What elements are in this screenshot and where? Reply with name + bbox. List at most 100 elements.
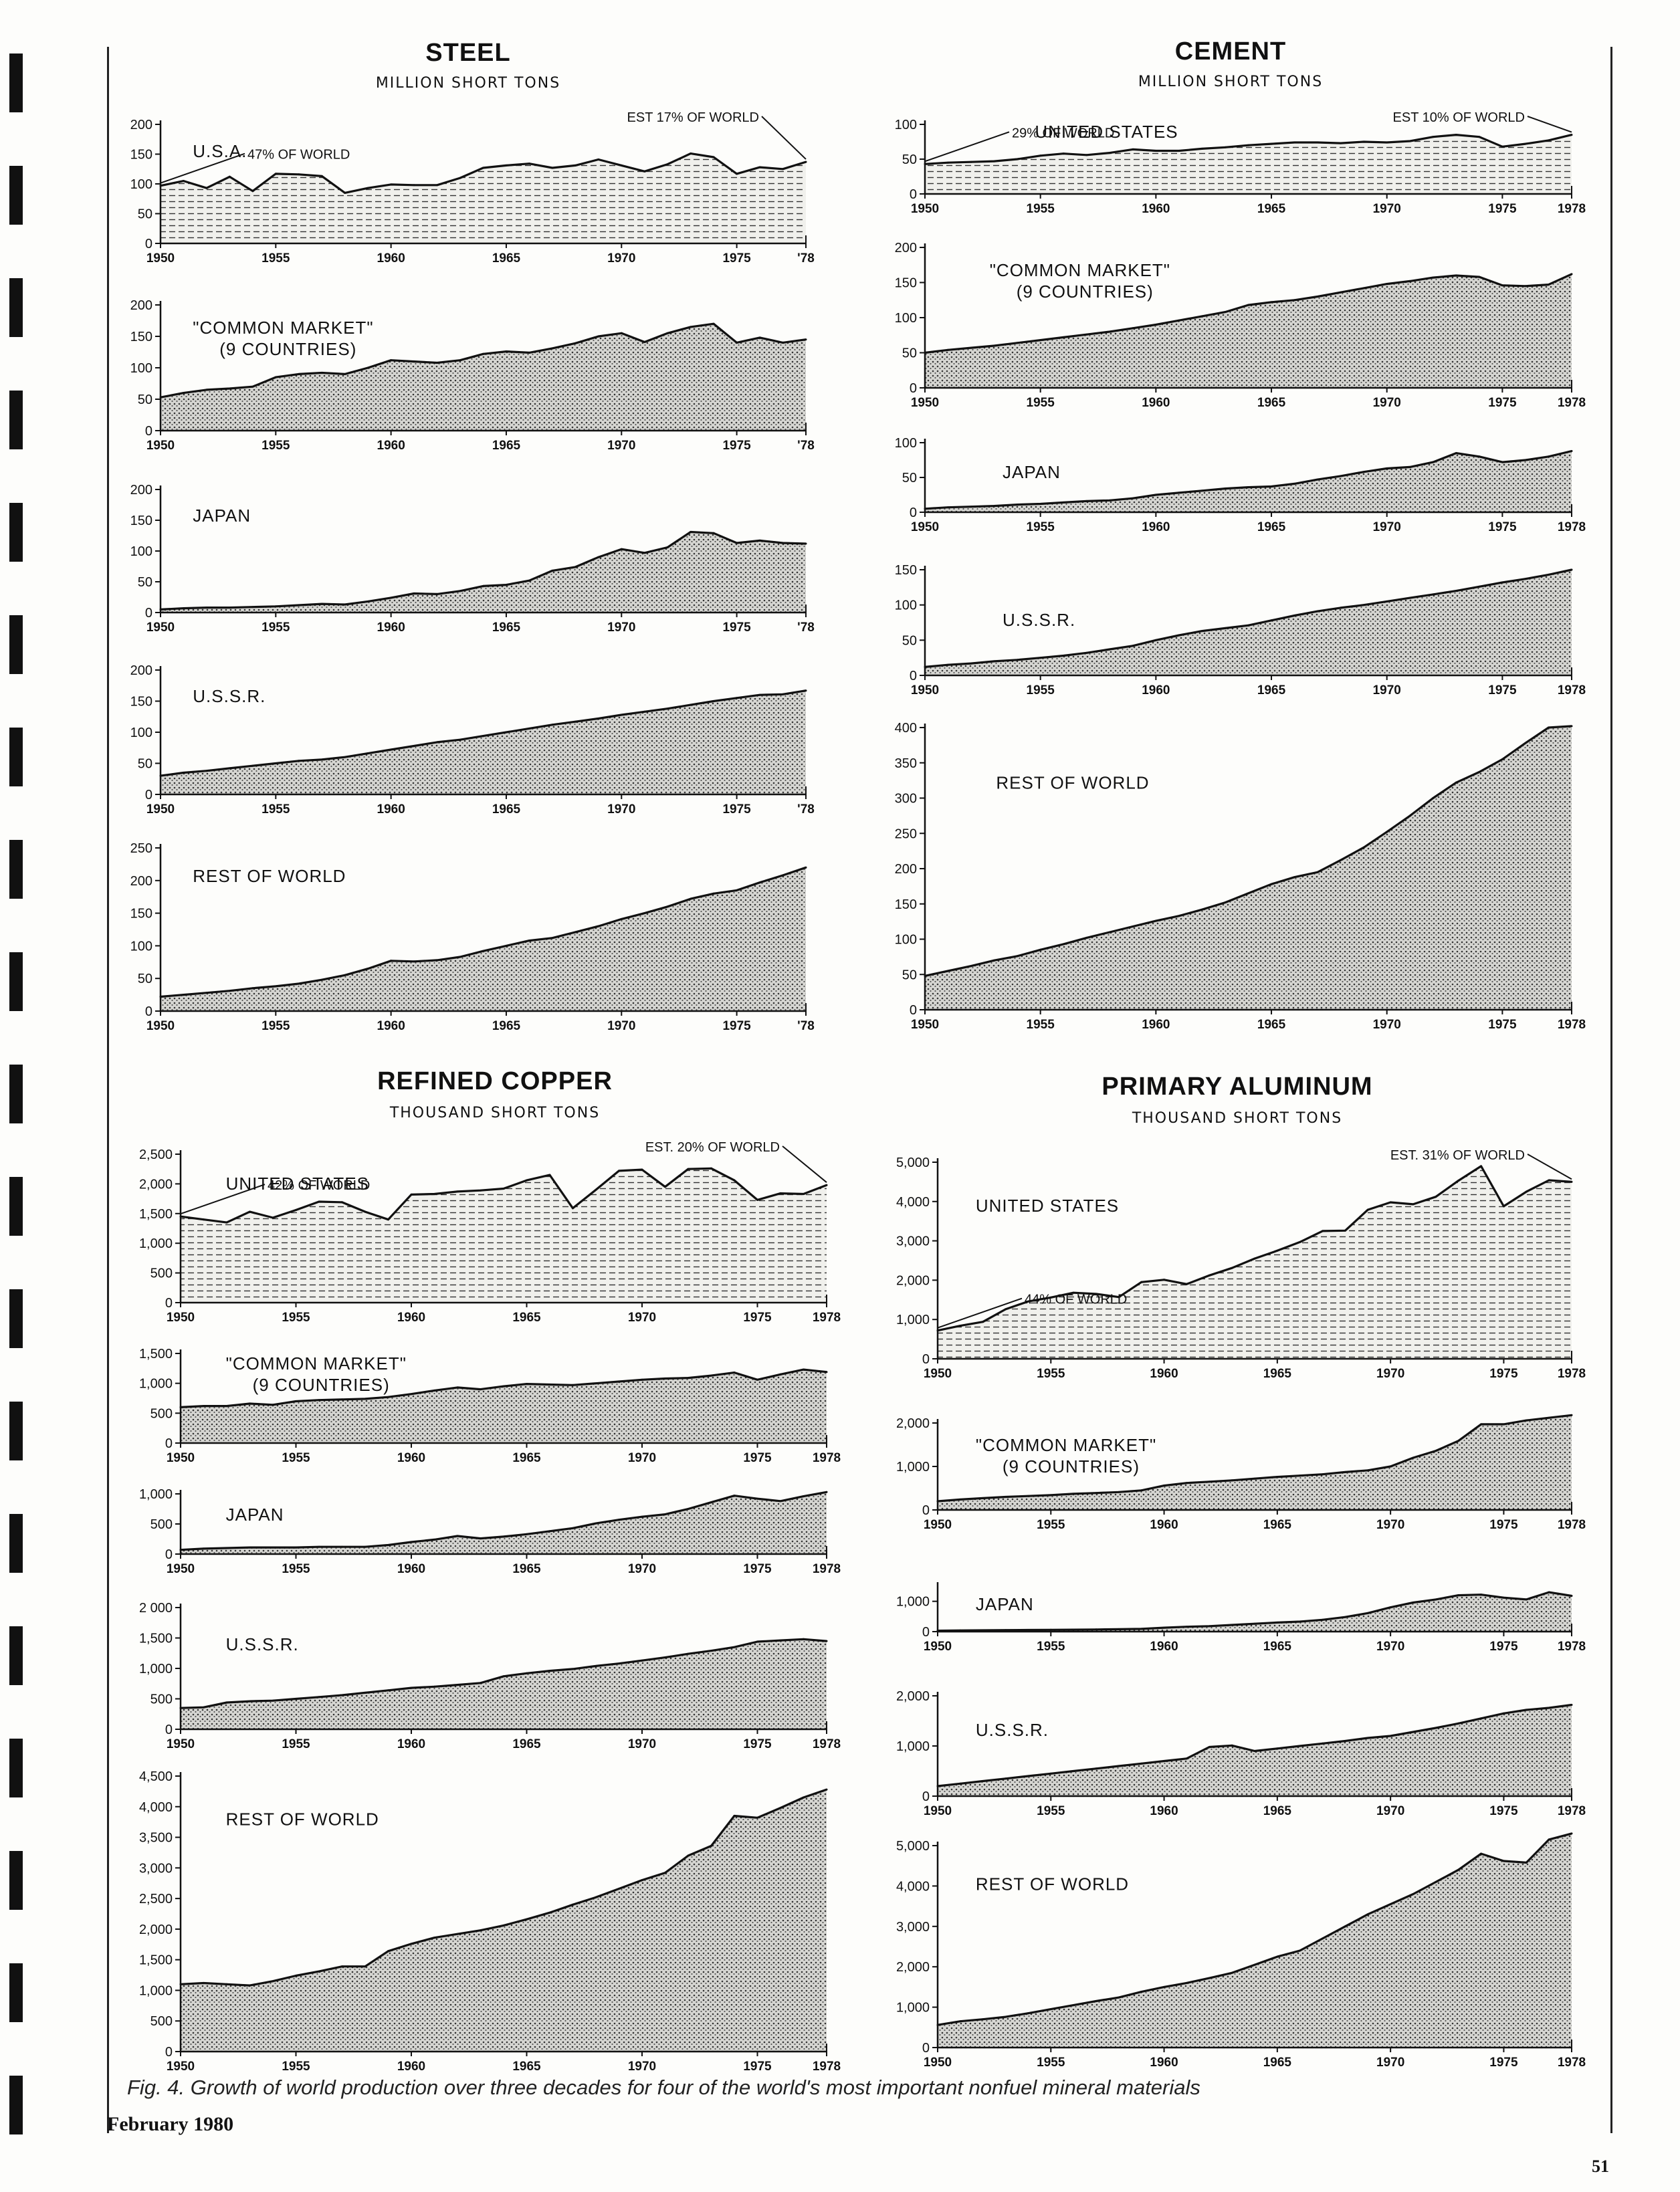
x-tick-label: 1970 (628, 1311, 656, 1325)
data-point (364, 1691, 366, 1694)
x-tick-label: 1955 (282, 2060, 310, 2074)
x-tick-label: 1978 (813, 1451, 841, 1465)
data-point (1344, 1740, 1346, 1742)
data-point (805, 338, 807, 341)
data-point (1366, 1913, 1369, 1916)
data-point (249, 1546, 251, 1549)
data-point (1247, 144, 1249, 146)
data-point (1457, 1594, 1460, 1597)
data-point (390, 748, 393, 751)
data-point (1316, 141, 1319, 144)
data-point (482, 950, 484, 952)
data-point (1548, 1838, 1550, 1841)
x-tick-label: 1978 (1558, 1367, 1586, 1381)
y-tick-label: 1,000 (139, 1662, 173, 1676)
data-point (1072, 1493, 1075, 1495)
data-point (1340, 859, 1342, 861)
data-point (1005, 1496, 1007, 1498)
data-point (959, 1782, 962, 1785)
x-tick-label: 1955 (261, 1019, 290, 1033)
data-point (1062, 943, 1065, 946)
y-tick-label: 1,500 (139, 1632, 173, 1646)
x-tick-label: 1965 (512, 2060, 541, 2074)
data-point (756, 1640, 758, 1643)
x-tick-label: 1975 (1489, 1804, 1518, 1818)
x-tick-label: 1975 (1488, 396, 1517, 410)
y-tick-label: 200 (895, 862, 917, 877)
data-point (1435, 1196, 1437, 1198)
data-point (318, 1399, 320, 1402)
data-point (433, 1538, 435, 1541)
data-point (1570, 1180, 1573, 1183)
x-tick-label: 1965 (1263, 1518, 1292, 1532)
y-tick-label: 2,000 (896, 1273, 930, 1288)
x-tick-label: 1975 (1488, 683, 1517, 697)
data-point (341, 1201, 343, 1204)
data-point (249, 1700, 251, 1703)
data-point (364, 1398, 366, 1400)
data-point (733, 1179, 736, 1182)
data-point (436, 184, 439, 187)
data-point (758, 881, 761, 884)
x-tick-label: 1965 (512, 1451, 541, 1465)
annotation-leader (924, 131, 1010, 162)
x-tick-label: 1978 (1558, 2056, 1586, 2070)
x-tick-label: 1978 (1558, 1640, 1586, 1654)
data-point (1247, 892, 1249, 895)
binder-hole (9, 1065, 23, 1123)
x-tick-label: 1955 (1027, 202, 1055, 216)
data-point (574, 720, 576, 723)
x-tick-label: 1950 (146, 621, 175, 635)
data-point (620, 164, 623, 167)
data-point (1231, 1624, 1233, 1626)
data-point (825, 1640, 828, 1642)
x-tick-label: 1950 (911, 520, 939, 534)
y-tick-label: 0 (145, 424, 152, 439)
data-point (1224, 146, 1227, 148)
y-tick-label: 0 (910, 187, 917, 202)
data-point (1362, 287, 1365, 290)
series-label-2: (9 COUNTRIES) (253, 1375, 390, 1395)
data-point (1362, 846, 1365, 849)
data-point (1432, 461, 1435, 463)
data-point (413, 360, 415, 363)
y-tick-label: 0 (145, 237, 152, 251)
data-point (982, 1321, 984, 1323)
data-point (1163, 1485, 1166, 1487)
data-point (805, 866, 807, 869)
data-point (528, 351, 530, 354)
data-point (664, 1186, 666, 1188)
area-fill (161, 324, 806, 431)
data-point (1005, 1629, 1007, 1632)
x-tick-label: 1975 (743, 2060, 772, 2074)
annotation-leader (160, 152, 245, 184)
x-tick-label: 1965 (1257, 1018, 1286, 1032)
y-tick-label: 5,000 (896, 1839, 930, 1854)
data-point (1039, 948, 1042, 951)
data-point (502, 1675, 505, 1678)
y-tick-label: 500 (150, 1267, 173, 1281)
series-label: JAPAN (1003, 462, 1061, 482)
data-point (482, 167, 484, 169)
data-point (502, 1535, 505, 1538)
area-fill (161, 153, 806, 243)
x-tick-label: 1978 (1558, 1018, 1586, 1032)
x-tick-label: 1970 (1373, 202, 1401, 216)
data-point (947, 970, 949, 972)
y-tick-label: 150 (130, 514, 152, 528)
data-point (203, 1405, 205, 1408)
area-fill (181, 1492, 827, 1554)
data-point (436, 741, 439, 744)
series-label: JAPAN (193, 506, 251, 526)
data-point (970, 506, 972, 508)
data-point (1408, 140, 1411, 142)
data-point (502, 1385, 505, 1388)
x-tick-label: 1960 (377, 251, 405, 265)
data-point (1224, 487, 1227, 490)
y-tick-label: 50 (138, 575, 152, 590)
x-tick-label: 1950 (167, 1562, 195, 1576)
data-point (387, 1396, 389, 1398)
data-point (320, 978, 323, 981)
binder-hole (9, 278, 23, 337)
y-tick-label: 500 (150, 1406, 173, 1421)
